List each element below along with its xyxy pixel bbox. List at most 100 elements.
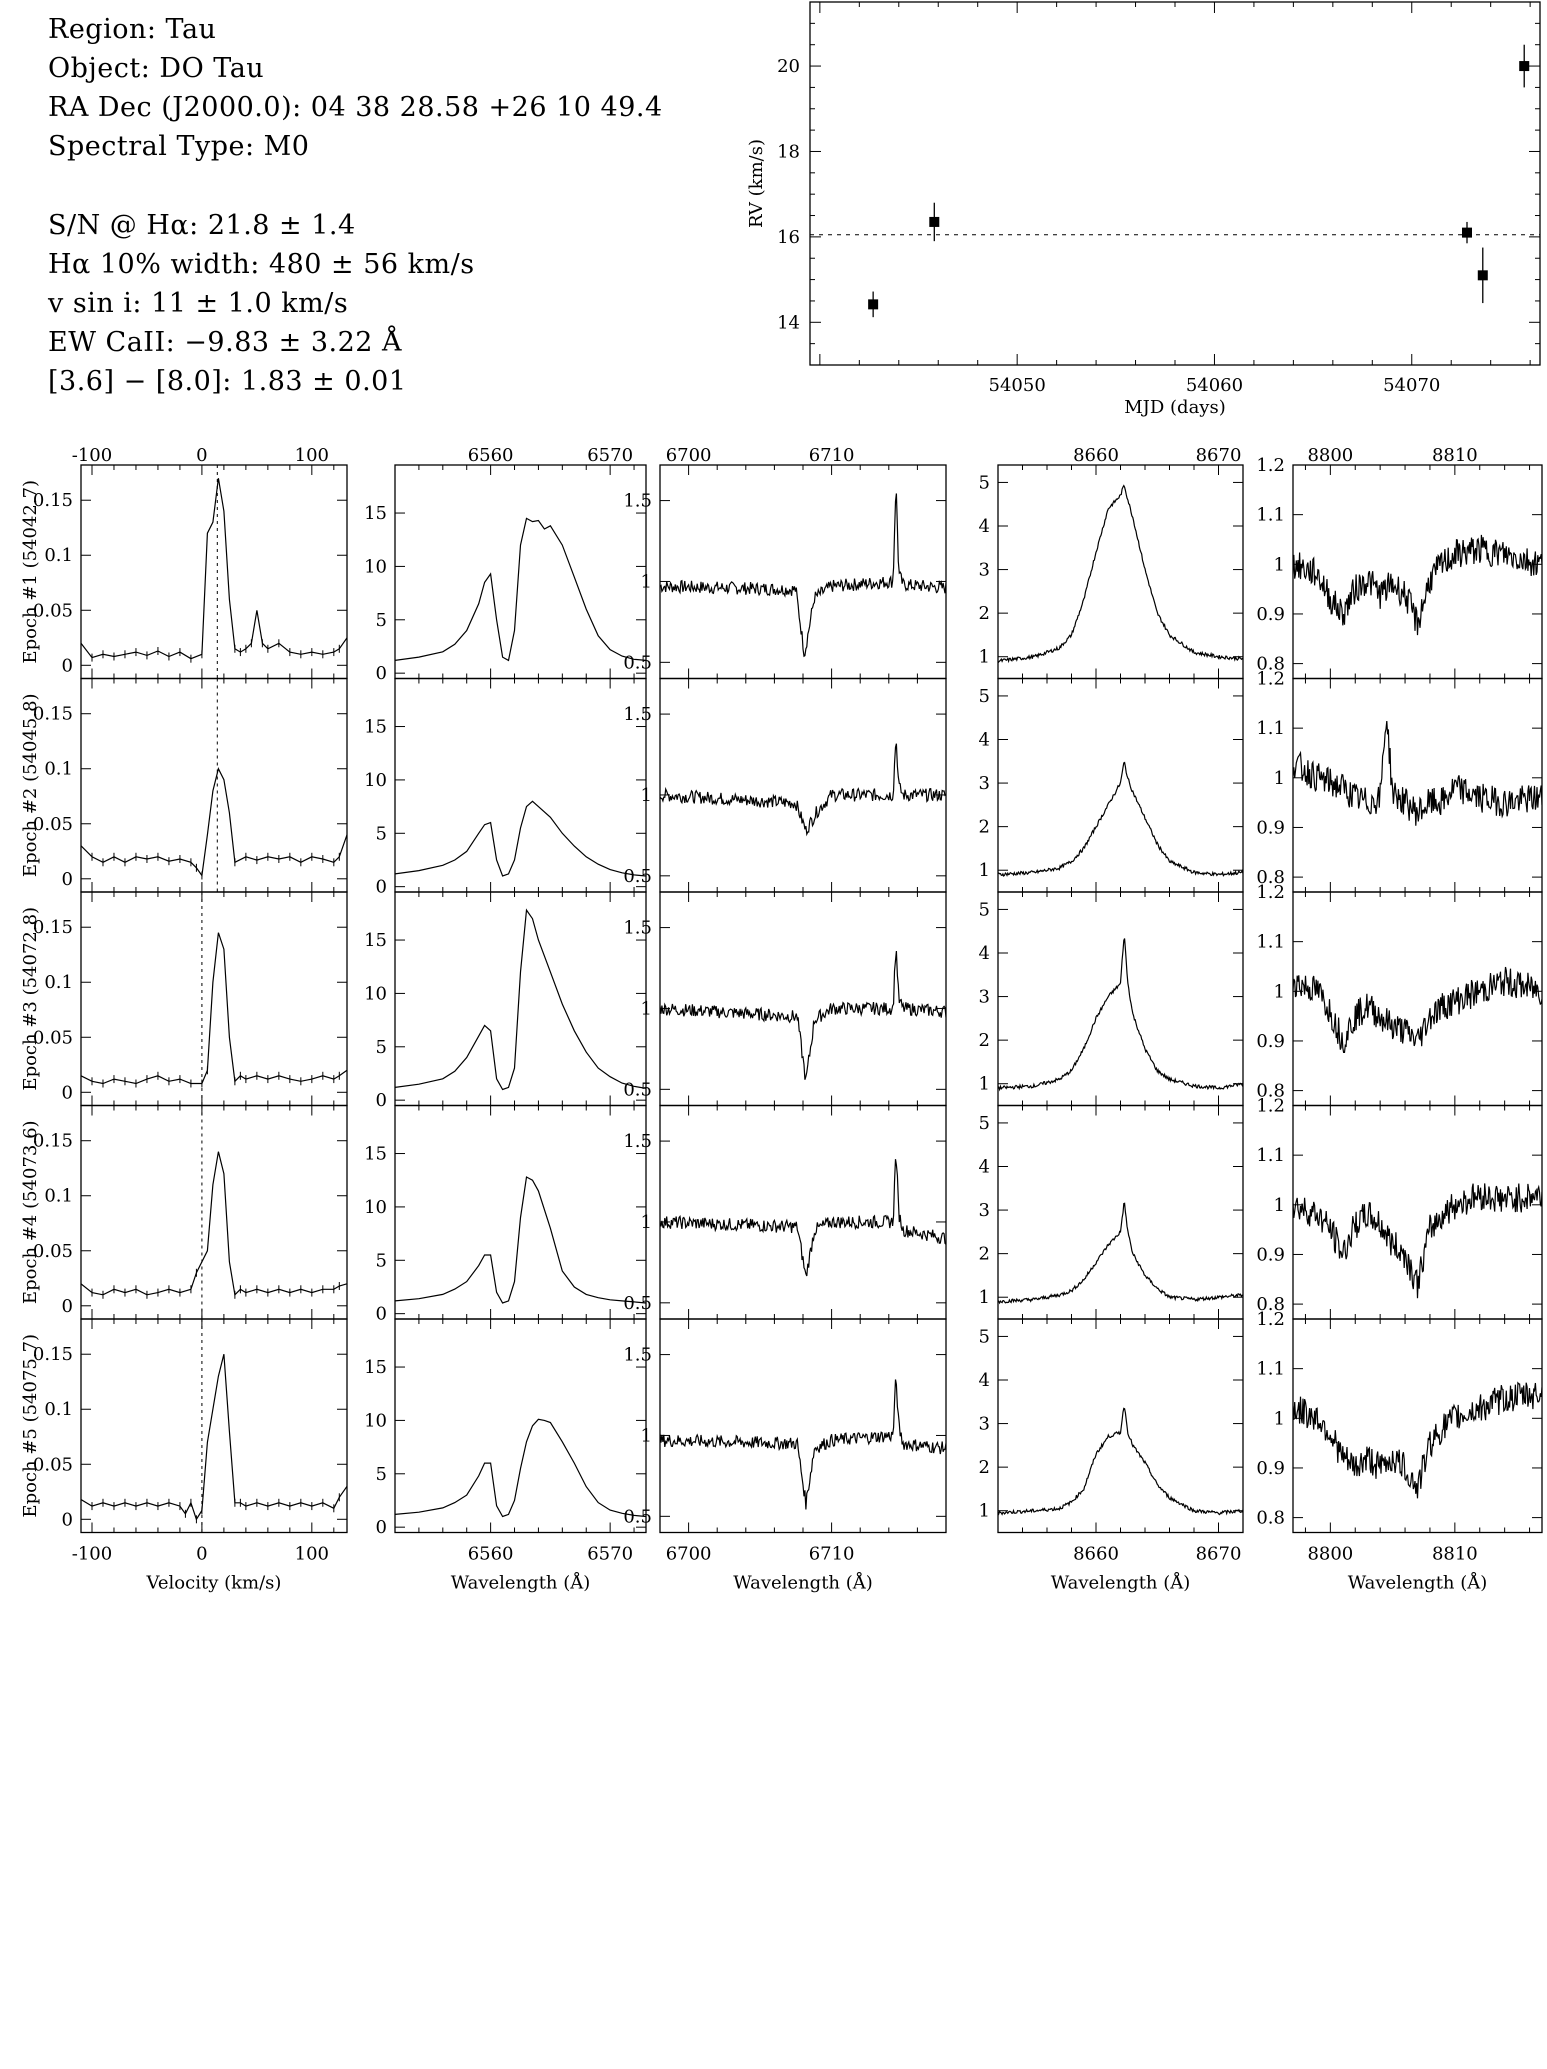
y-tick-label: 1.5 — [623, 1131, 652, 1152]
y-tick-label: 4 — [979, 730, 990, 751]
column-top-tick-label: 8810 — [1432, 445, 1478, 466]
column-x-axis-label: Wavelength (Å) — [1348, 1572, 1488, 1594]
column-bottom-tick-label: 0 — [196, 1544, 207, 1565]
y-tick-label: 1.1 — [1256, 932, 1285, 953]
y-tick-label: 0.05 — [33, 1027, 73, 1048]
y-tick-label: 0.5 — [623, 1506, 652, 1527]
y-tick-label: 2 — [979, 817, 990, 838]
info-ew-caii: EW CaII: −9.83 ± 3.22 Å — [48, 327, 403, 358]
y-tick-label: 0 — [376, 877, 387, 898]
y-tick-label: 0.1 — [44, 1186, 73, 1207]
y-tick-label: 5 — [979, 686, 990, 707]
y-tick-label: 5 — [376, 610, 387, 631]
y-tick-label: 0.05 — [33, 1241, 73, 1262]
y-tick-label: 1 — [979, 647, 990, 668]
info-vsini: v sin i: 11 ± 1.0 km/s — [48, 288, 349, 319]
y-tick-label: 0.15 — [33, 704, 73, 725]
epoch-label: Epoch #3 (54072.8) — [20, 907, 41, 1091]
rv-point — [1519, 61, 1530, 72]
y-tick-label: 1.5 — [623, 1345, 652, 1366]
spectrum-panel-frame — [997, 891, 1244, 1107]
spectrum-panel-frame — [997, 1318, 1244, 1534]
spectrum-panel-frame — [1292, 1318, 1543, 1534]
y-tick-label: 1.1 — [1256, 718, 1285, 739]
spectrum-panel-frame — [1292, 677, 1543, 893]
y-tick-label: 5 — [979, 899, 990, 920]
y-tick-label: 1 — [979, 860, 990, 881]
rv-y-tick-label: 18 — [777, 141, 800, 162]
y-tick-label: 1.2 — [1256, 882, 1285, 903]
y-tick-label: 3 — [979, 560, 990, 581]
y-tick-label: 4 — [979, 1157, 990, 1178]
y-tick-label: 3 — [979, 1414, 990, 1435]
star-info-block: Region: Tau Object: DO Tau RA Dec (J2000… — [48, 10, 663, 401]
column-top-tick-label: 8670 — [1196, 445, 1242, 466]
spectrum-panel-frame — [80, 1104, 348, 1320]
y-tick-label: 1 — [1274, 1408, 1285, 1429]
rv-x-tick-label: 54060 — [1186, 375, 1243, 396]
spectrum-line — [395, 1176, 646, 1304]
y-tick-label: 1 — [979, 1501, 990, 1522]
spectra-grid: Epoch #1 (54042.7) Epoch #2 (54045.8) Epoc… — [20, 445, 1543, 1594]
y-tick-label: 0.5 — [623, 1293, 652, 1314]
y-tick-label: 10 — [364, 770, 387, 791]
y-tick-label: 0.1 — [44, 972, 73, 993]
info-color-index: [3.6] − [8.0]: 1.83 ± 0.01 — [48, 366, 407, 397]
y-tick-label: 0.1 — [44, 759, 73, 780]
y-tick-label: 0.8 — [1256, 1508, 1285, 1529]
info-coordinates: RA Dec (J2000.0): 04 38 28.58 +26 10 49.… — [48, 92, 663, 123]
info-snr: S/N @ Hα: 21.8 ± 1.4 — [48, 210, 356, 241]
y-tick-label: 3 — [979, 773, 990, 794]
y-tick-label: 1 — [1274, 1195, 1285, 1216]
y-tick-label: 0.8 — [1256, 867, 1285, 888]
y-tick-label: 3 — [979, 1200, 990, 1221]
y-tick-label: 1.2 — [1256, 455, 1285, 476]
y-tick-label: 15 — [364, 1357, 387, 1378]
y-tick-label: 0 — [376, 663, 387, 684]
spectrum-line — [998, 938, 1243, 1092]
info-object: Object: DO Tau — [48, 53, 265, 84]
spectrum-panel-frame — [1292, 464, 1543, 680]
spectrum-line — [998, 1407, 1243, 1516]
column-bottom-tick-label: 6560 — [468, 1544, 514, 1565]
column-x-axis-label: Velocity (km/s) — [146, 1573, 282, 1594]
column-x-axis-label: Wavelength (Å) — [451, 1572, 591, 1594]
y-tick-label: 0 — [62, 1296, 73, 1317]
rv-y-tick-label: 16 — [777, 227, 800, 248]
column-top-tick-label: 6700 — [666, 445, 712, 466]
spectrum-panel-frame — [659, 677, 947, 893]
spectrum-line — [1293, 534, 1542, 636]
spectrum-line — [1293, 1183, 1542, 1299]
y-tick-label: 15 — [364, 1144, 387, 1165]
info-region: Region: Tau — [48, 14, 217, 45]
y-tick-label: 0.05 — [33, 600, 73, 621]
column-top-tick-label: 6570 — [587, 445, 633, 466]
rv-point — [1462, 227, 1472, 238]
y-tick-label: 0.1 — [44, 545, 73, 566]
y-tick-label: 15 — [364, 503, 387, 524]
y-tick-label: 1 — [641, 1425, 652, 1446]
rv-point — [1477, 270, 1488, 281]
spectrum-line — [660, 743, 946, 837]
spectrum-line — [1293, 720, 1542, 826]
spectrum-line — [660, 1159, 946, 1277]
rv-y-axis-label: RV (km/s) — [746, 139, 767, 228]
spectrum-panel-frame — [659, 1318, 947, 1534]
rv-panel: 54050 54060 54070 14 16 18 20 MJD (days) RV (km/… — [746, 1, 1541, 418]
spectrum-line — [395, 517, 646, 662]
column-top-tick-label: 0 — [196, 445, 207, 466]
y-tick-label: 1 — [641, 1212, 652, 1233]
epoch-label: Epoch #4 (54073.6) — [20, 1120, 41, 1304]
y-tick-label: 1 — [979, 1287, 990, 1308]
y-tick-label: 0.15 — [33, 490, 73, 511]
y-tick-label: 1 — [1274, 981, 1285, 1002]
column-top-tick-label: 6560 — [468, 445, 514, 466]
y-tick-label: 0.8 — [1256, 1294, 1285, 1315]
y-tick-label: 5 — [979, 1113, 990, 1134]
y-tick-label: 0 — [62, 1509, 73, 1530]
y-tick-label: 1 — [641, 785, 652, 806]
y-tick-label: 0 — [62, 655, 73, 676]
y-tick-label: 0 — [62, 1082, 73, 1103]
column-bottom-tick-label: 6570 — [587, 1544, 633, 1565]
rv-y-tick-label: 20 — [777, 56, 800, 77]
